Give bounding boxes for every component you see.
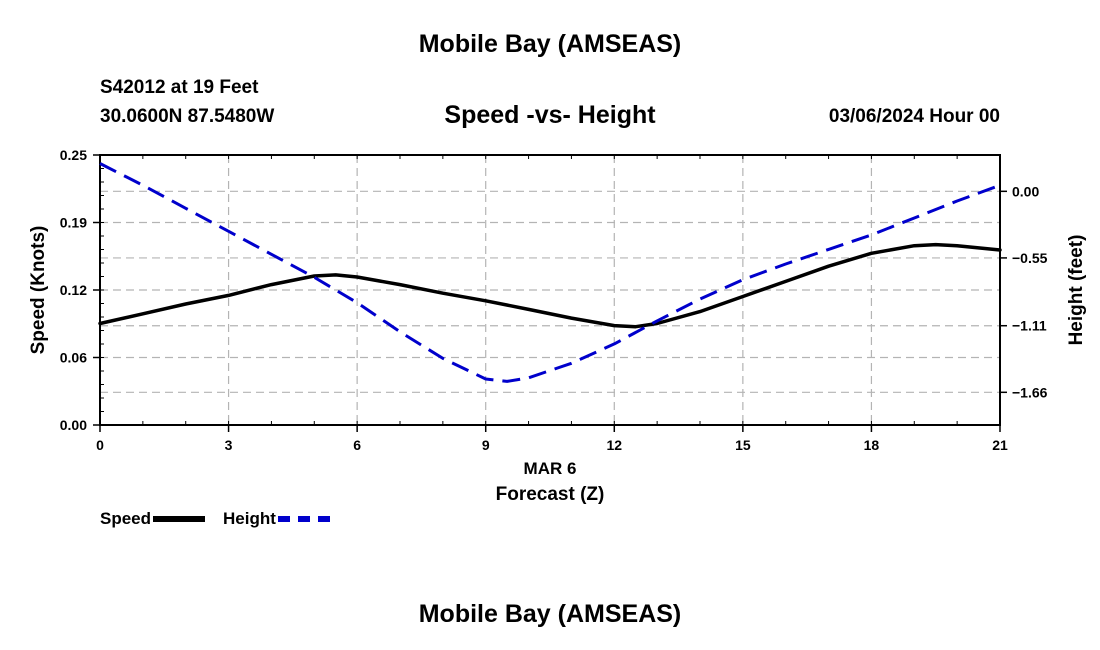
coordinates-label: 30.0600N 87.5480W	[100, 106, 275, 127]
legend-height: Height	[223, 509, 330, 529]
x-axis-label: Forecast (Z)	[496, 484, 605, 505]
forecast-datetime: 03/06/2024 Hour 00	[828, 106, 1000, 127]
y-tick-label: 0.06	[60, 350, 87, 366]
legend-speed: Speed	[100, 509, 206, 529]
legend-height-swatch	[277, 516, 330, 522]
x-axis-sublabel: MAR 6	[524, 459, 577, 478]
legend-speed-swatch	[153, 516, 206, 522]
y-tick-label: 0.12	[60, 282, 87, 298]
x-tick-label: 0	[96, 437, 104, 453]
x-tick-label: 18	[864, 437, 880, 453]
series-line-speed	[98, 242, 1002, 329]
y2-tick-label: −1.66	[1012, 384, 1048, 400]
chart-subtitle: Speed -vs- Height	[444, 101, 656, 129]
y-tick-label: 0.19	[60, 215, 87, 231]
y2-tick-label: 0.00	[1012, 183, 1039, 199]
y2-tick-label: −1.11	[1012, 318, 1047, 334]
series-line-height	[99, 162, 1001, 383]
y-tick-label: 0.25	[60, 147, 87, 163]
footer-title: Mobile Bay (AMSEAS)	[418, 600, 682, 628]
legend: Speed Height	[100, 509, 348, 529]
station-label: S42012 at 19 Feet	[100, 77, 259, 98]
y-tick-label: 0.00	[60, 417, 87, 433]
y2-tick-label: −0.55	[1012, 250, 1048, 266]
y2-axis-label: Height (feet)	[1066, 235, 1087, 346]
x-tick-label: 6	[353, 437, 361, 453]
y-axis-label: Speed (Knots)	[28, 226, 49, 355]
x-tick-label: 21	[992, 437, 1008, 453]
chart-title: Mobile Bay (AMSEAS)	[418, 30, 682, 58]
legend-height-label: Height	[223, 509, 276, 528]
x-tick-label: 12	[606, 437, 622, 453]
x-tick-label: 3	[225, 437, 233, 453]
legend-speed-label: Speed	[100, 509, 152, 528]
x-tick-label: 9	[482, 437, 490, 453]
x-tick-label: 15	[735, 437, 751, 453]
